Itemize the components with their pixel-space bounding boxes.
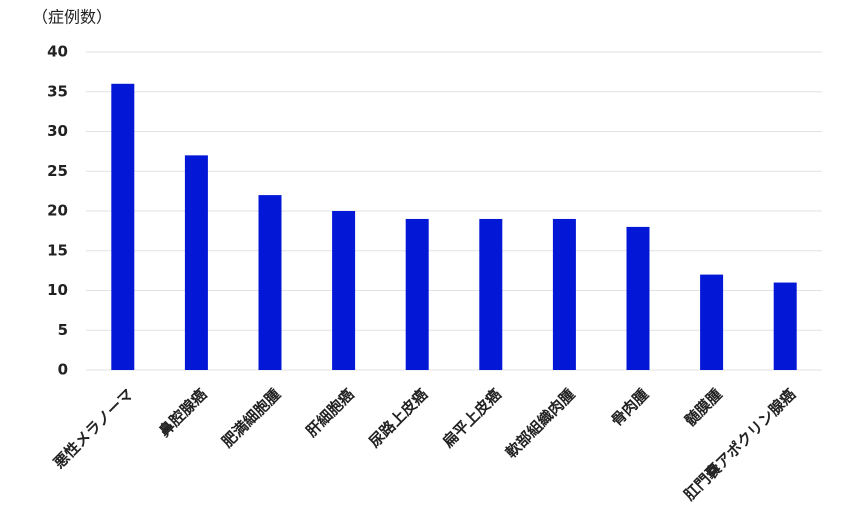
bar: [479, 218, 503, 370]
y-tick-label: 5: [58, 321, 68, 339]
bar: [258, 195, 282, 370]
y-tick-label: 25: [47, 162, 68, 180]
x-tick-label: 肥満細胞腫: [218, 385, 284, 451]
bar: [552, 218, 576, 370]
bar: [405, 218, 429, 370]
x-tick-label: 髄膜腫: [681, 385, 726, 430]
bar: [332, 211, 356, 370]
y-tick-label: 30: [47, 122, 68, 140]
x-tick-label: 骨肉腫: [607, 385, 652, 430]
y-tick-label: 0: [58, 361, 68, 379]
y-tick-label: 35: [47, 82, 68, 100]
bar: [111, 83, 135, 371]
bar: [773, 282, 797, 370]
x-tick-label: 悪性メラノーマ: [50, 385, 137, 472]
y-tick-label: 40: [47, 43, 68, 61]
x-tick-label: 尿路上皮癌: [365, 385, 431, 451]
y-tick-label: 10: [47, 281, 68, 299]
bar: [626, 226, 650, 370]
bar: [184, 155, 208, 370]
x-tick-label: 肝細胞癌: [302, 385, 357, 440]
x-tick-label: 鼻腔腺癌: [155, 385, 210, 440]
y-tick-label: 20: [47, 202, 68, 220]
y-axis-label: （症例数）: [32, 8, 112, 27]
y-tick-label: 15: [47, 241, 68, 259]
bar: [700, 274, 724, 370]
x-tick-label: 軟部組織肉腫: [502, 385, 578, 461]
x-tick-label: 扁平上皮癌: [439, 385, 505, 451]
